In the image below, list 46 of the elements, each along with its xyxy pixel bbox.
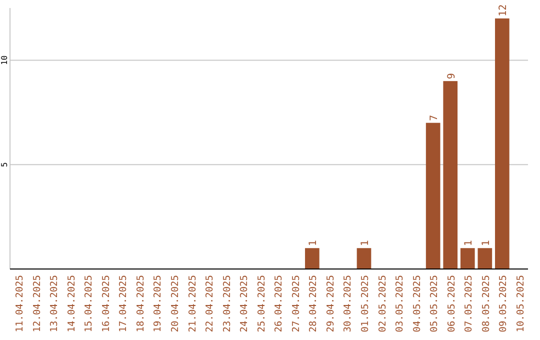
- y-tick-label: 5: [0, 162, 9, 168]
- x-tick-label: 16.04.2025: [100, 275, 112, 332]
- bar: [495, 18, 510, 269]
- x-tick-label: 04.05.2025: [412, 275, 423, 332]
- x-tick-label: 02.05.2025: [377, 275, 388, 332]
- data-label: 9: [446, 73, 458, 80]
- x-tick-label: 15.04.2025: [84, 275, 95, 332]
- x-tick-label: 27.04.2025: [290, 275, 302, 332]
- bar: [305, 248, 320, 269]
- x-tick-label: 09.05.2025: [498, 275, 510, 332]
- x-tick-label: 01.05.2025: [360, 275, 371, 332]
- bar: [460, 248, 475, 269]
- x-tick-label: 05.05.2025: [429, 275, 440, 332]
- x-tick-label: 14.04.2025: [66, 275, 78, 332]
- bar: [426, 122, 440, 269]
- x-tick-label: 06.05.2025: [446, 275, 458, 332]
- x-tick-label: 20.04.2025: [170, 275, 181, 332]
- x-tick-label: 03.05.2025: [394, 275, 406, 332]
- data-label: 12: [498, 4, 510, 16]
- data-label: 1: [464, 240, 475, 246]
- x-tick-label: 28.04.2025: [308, 275, 320, 332]
- y-tick-label: 10: [0, 55, 9, 66]
- x-tick-label: 21.04.2025: [187, 275, 198, 332]
- x-tick-label: 29.04.2025: [325, 275, 336, 332]
- x-tick-label: 18.04.2025: [135, 275, 146, 332]
- x-tick-label: 22.04.2025: [204, 275, 216, 332]
- x-tick-label: 24.04.2025: [239, 275, 250, 332]
- x-tick-label: 08.05.2025: [480, 275, 492, 332]
- bar: [478, 248, 492, 269]
- x-tick-label: 25.04.2025: [256, 275, 268, 332]
- x-tick-label: 26.04.2025: [274, 275, 285, 332]
- x-tick-label: 10.05.2025: [515, 275, 526, 332]
- x-tick-label: 11.04.2025: [14, 275, 26, 332]
- data-label: 1: [480, 240, 492, 246]
- x-tick-label: 17.04.2025: [118, 275, 130, 332]
- x-tick-label: 23.04.2025: [222, 275, 233, 332]
- x-tick-label: 07.05.2025: [464, 275, 475, 332]
- bar: [356, 248, 372, 269]
- data-label: 1: [360, 240, 371, 246]
- x-tick-label: 13.04.2025: [49, 275, 60, 332]
- bar: [443, 81, 458, 269]
- x-tick-label: 30.04.2025: [342, 275, 354, 332]
- x-tick-label: 19.04.2025: [152, 275, 164, 332]
- data-label: 1: [308, 240, 320, 246]
- data-label: 7: [429, 114, 440, 121]
- x-tick-label: 12.04.2025: [32, 275, 43, 332]
